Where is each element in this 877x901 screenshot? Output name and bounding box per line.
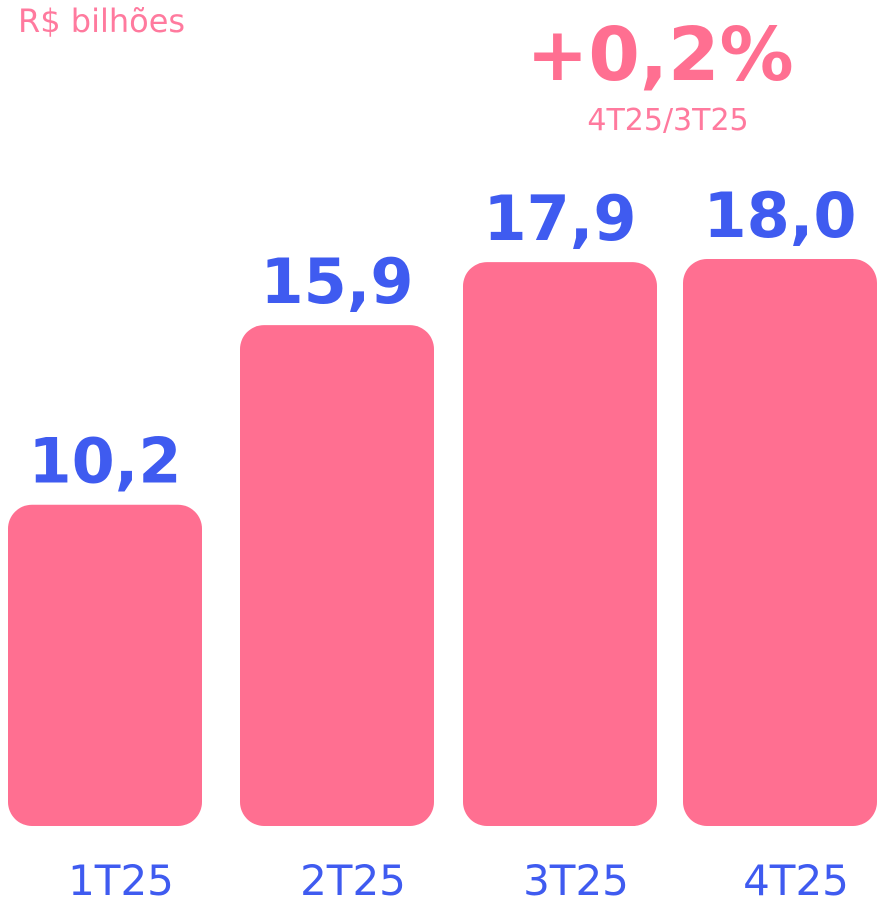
x-tick-label: 3T25	[523, 856, 629, 901]
x-tick-label: 4T25	[743, 856, 849, 901]
chart-subtitle: R$ bilhões	[18, 2, 185, 40]
x-tick-label: 1T25	[68, 856, 174, 901]
value-label: 18,0	[704, 179, 857, 252]
bar	[463, 262, 657, 826]
value-label: 10,2	[29, 425, 182, 498]
bar	[8, 504, 202, 826]
annotation-label: 4T25/3T25	[587, 103, 748, 138]
value-label: 17,9	[484, 182, 637, 255]
bar	[240, 325, 434, 826]
x-tick-label: 2T25	[300, 856, 406, 901]
bar	[683, 259, 877, 826]
annotation-value: +0,2%	[526, 12, 793, 98]
value-label: 15,9	[261, 245, 414, 318]
